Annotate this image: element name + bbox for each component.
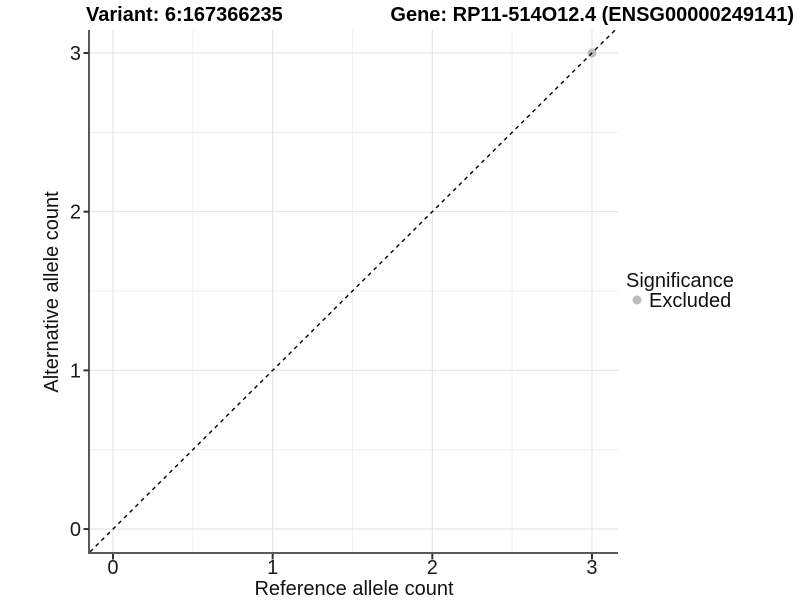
plot-title-gene: Gene: RP11-514O12.4 (ENSG00000249141) [390,4,794,26]
y-axis-title: Alternative allele count [41,191,63,393]
legend-label-excluded: Excluded [649,290,731,312]
legend: Significance Excluded [626,270,734,312]
plot-title-variant: Variant: 6:167366235 [86,4,283,26]
legend-title: Significance [626,270,734,292]
x-axis-title: Reference allele count [254,578,453,600]
x-tick-label: 2 [427,557,438,579]
x-tick-label: 1 [267,557,278,579]
x-tick-label: 3 [586,557,597,579]
gridlines-minor [90,30,618,553]
y-tick-label: 2 [70,202,81,224]
gridlines-major [90,30,618,553]
y-tick-label: 1 [70,360,81,382]
identity-line [89,29,616,553]
legend-marker-excluded-icon [632,295,642,305]
axis-tick-labels: 0 1 2 3 0 1 2 3 [70,43,598,579]
x-tick-label: 0 [107,557,118,579]
y-tick-label: 3 [70,43,81,65]
data-marks [89,29,616,553]
axis-ticks [83,52,593,560]
y-tick-label: 0 [70,519,81,541]
